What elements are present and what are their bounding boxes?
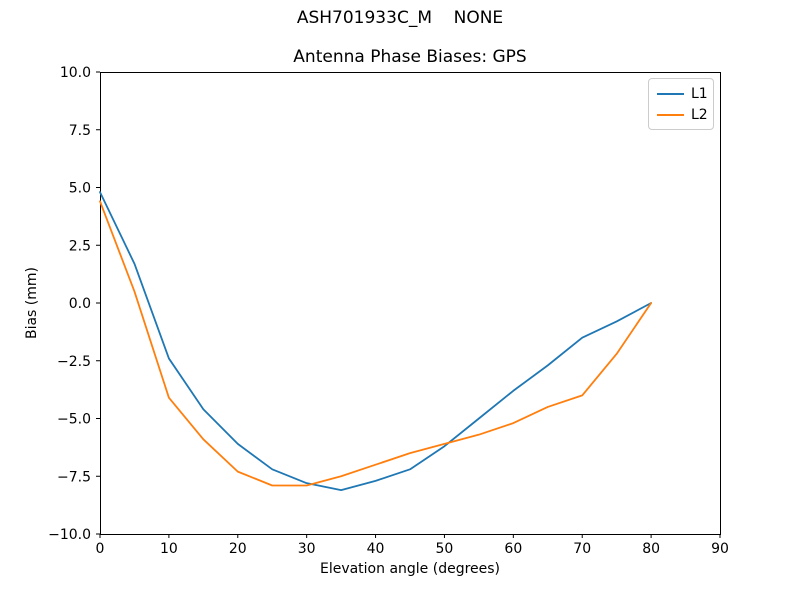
y-axis-label: Bias (mm) [24, 266, 40, 340]
legend-item-L2: L2 [657, 104, 708, 125]
figure-suptitle: ASH701933C_M NONE [296, 8, 504, 28]
x-tick-label: 80 [642, 541, 660, 557]
axes-frame [100, 72, 721, 535]
y-tick-label: −10.0 [48, 527, 91, 543]
y-tick-label: 0.0 [69, 296, 91, 312]
x-tick-label: 10 [160, 541, 178, 557]
y-tick-label: 5.0 [69, 181, 91, 197]
legend-label: L2 [691, 106, 708, 123]
y-tick-label: −5.0 [57, 412, 91, 428]
y-tick-label: −2.5 [57, 354, 91, 370]
x-tick-label: 70 [573, 541, 591, 557]
legend-line-swatch [657, 113, 684, 116]
x-tick-label: 40 [367, 541, 385, 557]
series-line-L2 [99, 200, 653, 487]
x-tick-label: 30 [298, 541, 316, 557]
y-tick-label: −7.5 [57, 469, 91, 485]
chart-title: Antenna Phase Biases: GPS [293, 47, 527, 67]
y-tick-label: 2.5 [69, 238, 91, 254]
y-tick-label: 10.0 [60, 65, 91, 81]
x-tick-label: 60 [504, 541, 522, 557]
legend-item-L1: L1 [657, 83, 708, 104]
x-tick-label: 0 [96, 541, 105, 557]
legend: L1 L2 [648, 78, 714, 130]
x-tick-label: 20 [229, 541, 247, 557]
legend-line-swatch [657, 92, 684, 95]
legend-label: L1 [691, 85, 708, 102]
y-tick-label: 7.5 [69, 123, 91, 139]
series-line-L1 [99, 191, 653, 492]
x-tick-label: 90 [711, 541, 729, 557]
x-axis-label: Elevation angle (degrees) [319, 561, 501, 577]
x-tick-label: 50 [436, 541, 454, 557]
